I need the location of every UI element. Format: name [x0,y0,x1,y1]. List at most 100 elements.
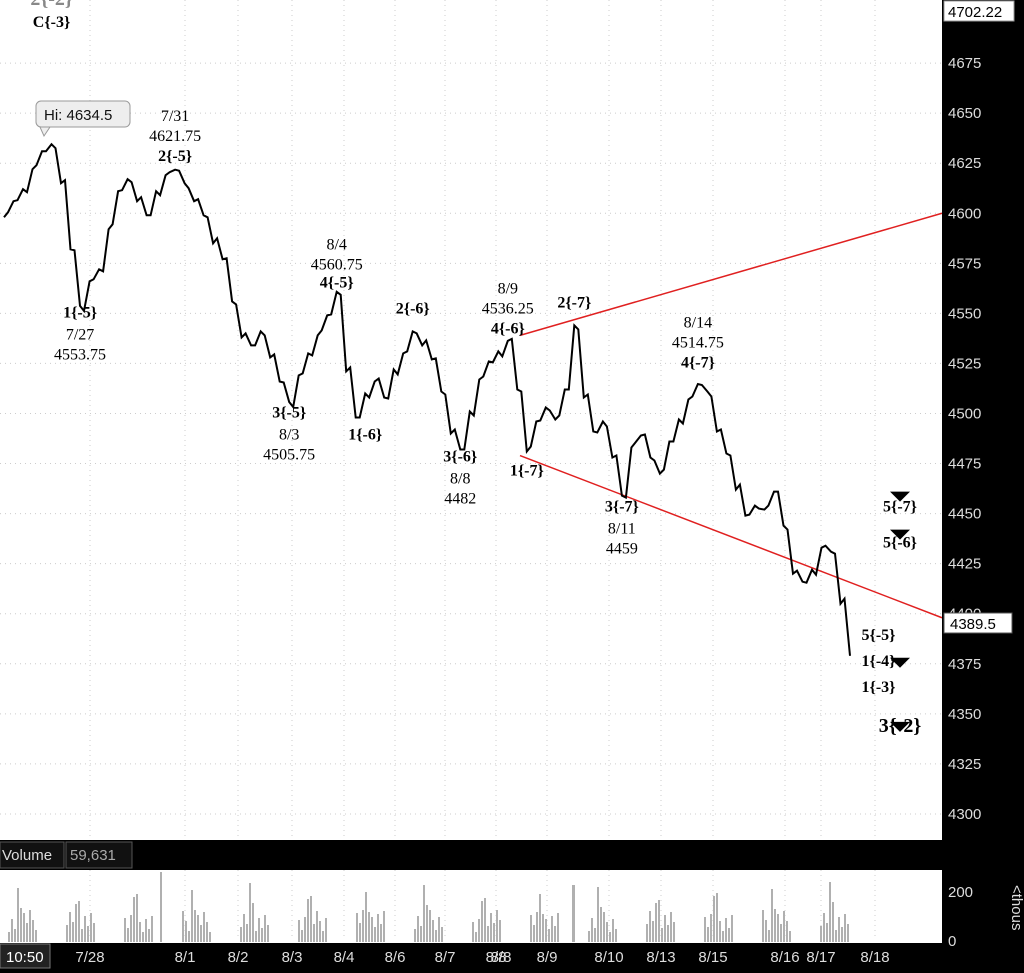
trendlines [519,212,943,619]
volume-bar [29,910,31,942]
wave-label: 4{-5} [320,274,354,291]
volume-bar [145,919,147,942]
volume-bar [722,931,724,942]
wave-label: 2{-2} [30,0,73,10]
wave-label: 5{-7} [883,499,917,516]
wave-label: 4621.75 [149,128,201,145]
volume-bar [615,929,617,942]
volume-bar [258,918,260,942]
volume-bar [78,901,80,942]
date-tick-label: 8/17 [806,949,835,966]
price-tick-label: 4475 [948,456,981,473]
volume-title-box [0,841,65,869]
hi-tooltip-pointer [39,126,51,138]
volume-bar [185,921,187,942]
volume-bar [17,888,19,942]
wave-label: 4482 [444,491,476,508]
volume-bar [66,925,68,942]
price-tick-label: 4500 [948,405,981,422]
volume-bar [139,922,141,942]
volume-bar [414,929,416,942]
last-price-badge [943,612,1013,634]
volume-bar [713,896,715,942]
volume-bar [75,904,77,942]
volume-bar [368,912,370,942]
volume-bar [789,931,791,942]
volume-bar [35,930,37,942]
price-tick-label: 4300 [948,806,981,823]
volume-bar [646,924,648,942]
volume-bar [777,914,779,942]
volume-bar [704,917,706,942]
volume-bar [127,928,129,942]
last-price-label: 4389.5 [950,616,996,633]
volume-bar [26,923,28,942]
volume-bar [612,919,614,942]
wave-label: 8/3 [279,427,299,444]
volume-bar [762,910,764,942]
price-tick-label: 4675 [948,55,981,72]
price-tick-label: 4625 [948,155,981,172]
volume-bar [249,883,251,942]
volume-bar [588,931,590,942]
volume-bar [719,921,721,942]
volume-bar [652,921,654,942]
volume-bar [542,914,544,942]
date-tick-label: 8/18 [860,949,889,966]
price-series-line [3,142,851,656]
volume-bar [371,917,373,942]
wave-label: C{-3} [33,14,71,31]
date-tick-label: 7/28 [75,949,104,966]
volume-bar [438,917,440,942]
volume-bar [267,925,269,942]
top-price-label: 4702.22 [948,4,1002,21]
date-tick-label: 8/16 [770,949,799,966]
volume-bar [774,909,776,942]
wave-label: 4{-7} [681,354,715,371]
volume-bar [731,915,733,942]
volume-header [0,840,942,870]
volume-bar [356,913,358,942]
volume-bar [481,901,483,942]
wave-label: 7/31 [161,108,189,125]
wave-label: 1{-5} [63,304,97,321]
wave-label: 1{-7} [510,463,544,480]
wave-label: 2{-6} [396,300,430,317]
date-tick-label: 8/1 [175,949,196,966]
volume-bar [432,920,434,942]
volume-bar [148,929,150,942]
volume-bar [707,927,709,942]
volume-bar [847,924,849,942]
wave-label: 5{-6} [883,535,917,552]
volume-bar [87,926,89,942]
date-axis-ticks: 7/28 8/1 8/2 8/3 8/4 8/6 8/7 8/88/8 8/9 8/10 8/13 8… [75,949,889,966]
volume-bar [832,902,834,942]
date-tick-label: 8/7 [435,949,456,966]
volume-bar [820,926,822,942]
down-arrow-icon [890,491,910,502]
volume-bar [493,923,495,942]
volume-bar [429,910,431,942]
volume-panel [8,872,849,942]
volume-bar [597,887,599,942]
volume-bar [536,912,538,942]
volume-bar [255,931,257,942]
volume-bar [435,930,437,942]
volume-bar [826,923,828,942]
price-tick-label: 4525 [948,355,981,372]
volume-bar [835,930,837,942]
volume-bar [359,923,361,942]
date-tick-label: 8/13 [646,949,675,966]
hi-tooltip-box [35,100,131,128]
wave-label: 4505.75 [263,447,315,464]
volume-bar [14,929,16,942]
wave-label: 8/4 [326,236,346,253]
volume-bar [310,896,312,942]
volume-bar [243,914,245,942]
wave-label: 8/11 [608,521,636,538]
volume-bar [160,872,162,942]
volume-bar [768,930,770,942]
wave-label: 4459 [606,541,638,558]
volume-bar [200,925,202,942]
volume-unit-label: <thous [1008,885,1024,930]
